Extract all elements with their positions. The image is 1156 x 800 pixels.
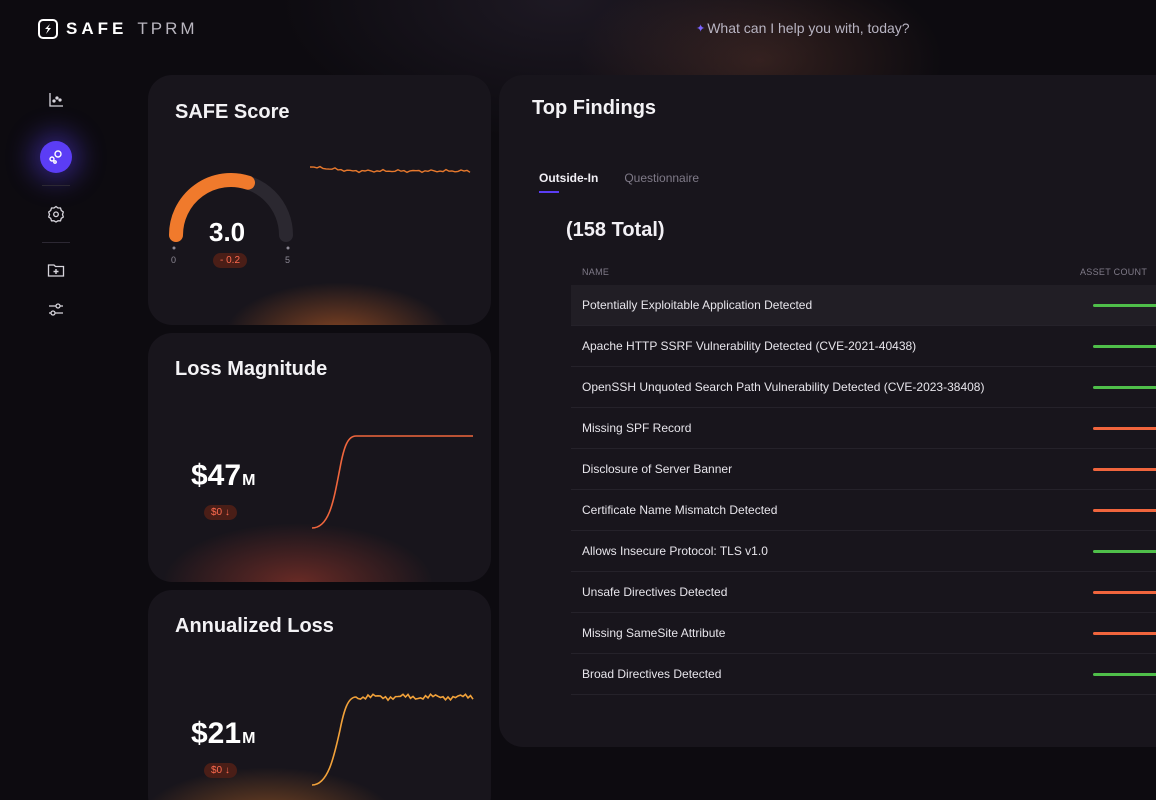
loss-magnitude-value: $47M: [191, 459, 255, 493]
annualized-loss-unit: M: [242, 730, 256, 747]
table-row[interactable]: Allows Insecure Protocol: TLS v1.0: [571, 531, 1156, 572]
annualized-loss-value: $21M: [191, 717, 255, 751]
sparkle-icon: ✦: [696, 22, 706, 35]
annualized-loss-amount: $21: [191, 717, 242, 750]
asset-count-bar: [1093, 509, 1156, 512]
gauge-fill: [169, 173, 255, 242]
radar-icon: [49, 150, 62, 164]
assistant-prompt[interactable]: ✦ What can I help you with, today?: [696, 20, 910, 36]
nav-filters[interactable]: [40, 294, 72, 326]
folder-add-icon: [47, 264, 65, 277]
table-row[interactable]: Missing SPF Record: [571, 408, 1156, 449]
asset-count-bar: [1093, 386, 1156, 389]
safe-score-card[interactable]: SAFE Score 0 3.0 5 - 0.2: [148, 75, 491, 325]
table-row[interactable]: Potentially Exploitable Application Dete…: [571, 285, 1156, 326]
finding-name: Broad Directives Detected: [582, 667, 722, 681]
table-row[interactable]: Apache HTTP SSRF Vulnerability Detected …: [571, 326, 1156, 367]
column-header-name: NAME: [582, 267, 610, 277]
asset-count-bar: [1093, 591, 1156, 594]
finding-name: Missing SameSite Attribute: [582, 626, 726, 640]
product-name: TPRM: [137, 19, 198, 38]
annualized-loss-delta-badge: $0 ↓: [204, 763, 237, 778]
table-row[interactable]: Certificate Name Mismatch Detected: [571, 490, 1156, 531]
nav-settings[interactable]: [40, 198, 72, 230]
asset-count-bar: [1093, 550, 1156, 553]
gauge-min-label: 0: [171, 255, 177, 265]
gauge-max-dot: [286, 246, 290, 250]
table-row[interactable]: Missing SameSite Attribute: [571, 613, 1156, 654]
score-delta-badge: - 0.2: [213, 253, 248, 268]
nav-divider: [42, 185, 70, 186]
findings-total: (158 Total): [566, 219, 665, 241]
table-row[interactable]: Disclosure of Server Banner: [571, 449, 1156, 490]
column-header-asset-count: ASSET COUNT: [1080, 267, 1148, 277]
finding-name: Allows Insecure Protocol: TLS v1.0: [582, 544, 768, 558]
table-row[interactable]: Broad Directives Detected: [571, 654, 1156, 695]
loss-magnitude-unit: M: [242, 472, 256, 489]
finding-name: Certificate Name Mismatch Detected: [582, 503, 778, 517]
finding-name: Missing SPF Record: [582, 421, 692, 435]
nav-divider: [42, 242, 70, 243]
score-value: 3.0: [209, 217, 246, 247]
finding-name: Disclosure of Server Banner: [582, 462, 733, 476]
brand-name: SAFE: [66, 19, 128, 38]
card-title: Top Findings: [532, 97, 657, 119]
asset-count-bar: [1093, 632, 1156, 635]
finding-name: Unsafe Directives Detected: [582, 585, 728, 599]
gauge-min-dot: [172, 246, 176, 250]
asset-count-bar: [1093, 673, 1156, 676]
badge-settings-icon: [47, 205, 65, 223]
table-row[interactable]: Unsafe Directives Detected: [571, 572, 1156, 613]
nav-analytics[interactable]: [40, 84, 72, 116]
tab-questionnaire[interactable]: Questionnaire: [624, 171, 700, 185]
loss-magnitude-curve: [311, 435, 473, 529]
nav-folder[interactable]: [40, 254, 72, 286]
sliders-icon: [49, 303, 63, 316]
nav-radar[interactable]: [40, 141, 72, 173]
finding-name: Potentially Exploitable Application Dete…: [582, 298, 813, 312]
asset-count-bar: [1093, 468, 1156, 471]
loss-magnitude-delta-badge: $0 ↓: [204, 505, 237, 520]
findings-tabs: Outside-In Questionnaire: [539, 171, 699, 193]
card-title: Loss Magnitude: [175, 358, 328, 380]
asset-count-bar: [1093, 427, 1156, 430]
asset-count-bar: [1093, 304, 1156, 307]
findings-table: Potentially Exploitable Application Dete…: [571, 285, 1156, 695]
chart-icon: [49, 93, 63, 107]
card-title: SAFE Score: [175, 101, 290, 123]
loss-magnitude-amount: $47: [191, 459, 242, 492]
gauge-max-label: 5: [285, 255, 291, 265]
assistant-prompt-text: What can I help you with, today?: [707, 20, 910, 36]
table-header: NAME ASSET COUNT: [582, 267, 1156, 277]
score-gauge: [169, 173, 293, 250]
loss-magnitude-card[interactable]: Loss Magnitude $47M $0 ↓: [148, 333, 491, 582]
top-bar: SAFE TPRM ✦ What can I help you with, to…: [0, 0, 1156, 60]
finding-name: OpenSSH Unquoted Search Path Vulnerabili…: [582, 380, 985, 394]
score-trend-line: [310, 165, 471, 174]
annualized-loss-curve: [311, 692, 474, 786]
logo[interactable]: SAFE TPRM: [38, 18, 198, 40]
finding-name: Apache HTTP SSRF Vulnerability Detected …: [582, 339, 917, 353]
asset-count-bar: [1093, 345, 1156, 348]
annualized-loss-card[interactable]: Annualized Loss $21M $0 ↓: [148, 590, 491, 800]
table-row[interactable]: OpenSSH Unquoted Search Path Vulnerabili…: [571, 367, 1156, 408]
card-title: Annualized Loss: [175, 615, 334, 637]
tab-outside-in[interactable]: Outside-In: [539, 171, 598, 193]
top-findings-card: Top Findings Outside-In Questionnaire (1…: [499, 75, 1156, 747]
logo-mark-icon: [38, 19, 58, 39]
